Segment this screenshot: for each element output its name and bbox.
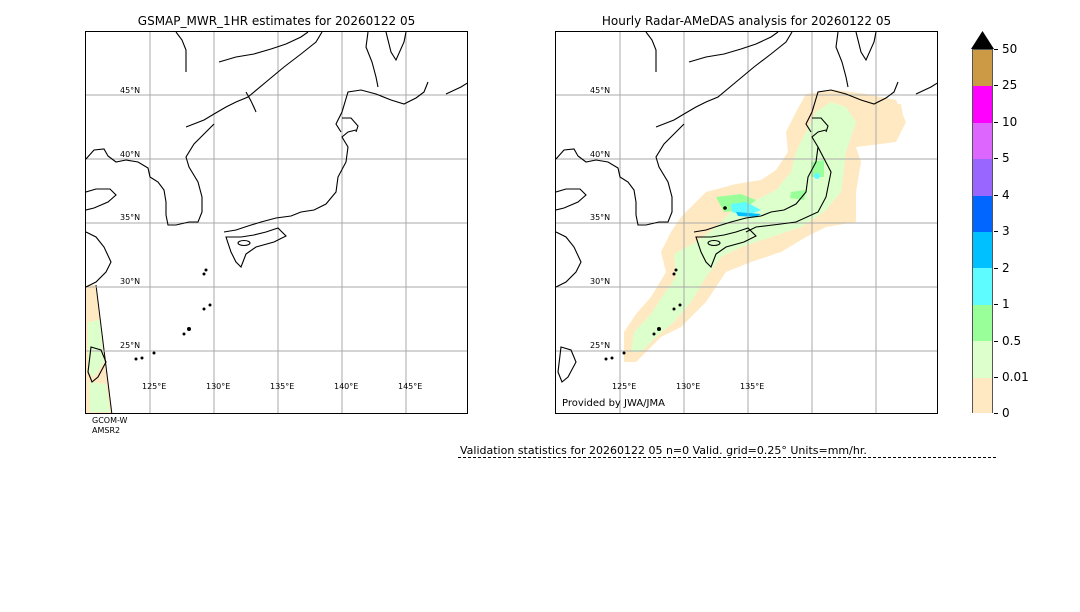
right-lat-label-45: 45°N xyxy=(590,86,611,95)
right-lon-label-135: 135°E xyxy=(740,382,765,391)
satellite-note: GCOM-W AMSR2 xyxy=(92,416,127,436)
colorbar-tick-0.01: 0.01 xyxy=(994,370,1029,384)
colorbar-tick-50: 50 xyxy=(994,42,1017,56)
right-lon-label-125: 125°E xyxy=(612,382,637,391)
colorbar-tick-3: 3 xyxy=(994,224,1010,238)
left-lat-label-25: 25°N xyxy=(120,341,141,350)
left-map-canvas xyxy=(86,32,467,413)
right-lat-label-30: 30°N xyxy=(590,277,611,286)
sensor-name: AMSR2 xyxy=(92,426,121,435)
right-lat-label-35: 35°N xyxy=(590,213,611,222)
colorbar-tick-25: 25 xyxy=(994,78,1017,92)
left-lat-label-45: 45°N xyxy=(120,86,141,95)
left-map-title: GSMAP_MWR_1HR estimates for 20260122 05 xyxy=(137,14,416,28)
validation-statistics: Validation statistics for 20260122 05 n=… xyxy=(460,444,867,457)
colorbar-tick-1: 1 xyxy=(994,297,1010,311)
right-lat-label-25: 25°N xyxy=(590,341,611,350)
left-lat-label-30: 30°N xyxy=(120,277,141,286)
right-map-title: Hourly Radar-AMeDAS analysis for 2026012… xyxy=(601,14,892,28)
colorbar-segment-0.01-0.5 xyxy=(973,341,992,378)
left-lat-label-40: 40°N xyxy=(120,150,141,159)
colorbar-tick-2: 2 xyxy=(994,261,1010,275)
colorbar-segment-2-3 xyxy=(973,231,992,269)
colorbar-segment-4-5 xyxy=(973,159,992,196)
colorbar-segment-3-4 xyxy=(973,195,992,232)
right-lon-label-130: 130°E xyxy=(676,382,701,391)
right-lat-label-40: 40°N xyxy=(590,150,611,159)
colorbar-tick-5: 5 xyxy=(994,151,1010,165)
validation-divider xyxy=(458,457,996,458)
colorbar-tick-0.5: 0.5 xyxy=(994,334,1021,348)
left-lon-label-135: 135°E xyxy=(270,382,295,391)
left-lon-label-125: 125°E xyxy=(142,382,167,391)
right-map-canvas xyxy=(556,32,937,413)
colorbar-segment-0-0.01 xyxy=(973,377,992,413)
colorbar-segment-5-10 xyxy=(973,122,992,160)
left-lon-label-140: 140°E xyxy=(334,382,359,391)
right-map-radar: 45°N 40°N 35°N 30°N 25°N 125°E 130°E 135… xyxy=(555,31,938,414)
colorbar-segment-0.5-1 xyxy=(973,304,992,342)
colorbar-segment-10-25 xyxy=(973,86,992,123)
colorbar-segment-1-2 xyxy=(973,268,992,305)
left-lon-label-145: 145°E xyxy=(398,382,423,391)
left-lat-label-35: 35°N xyxy=(120,213,141,222)
colorbar-tick-4: 4 xyxy=(994,188,1010,202)
left-map-gsmap: 45°N 40°N 35°N 30°N 25°N 125°E 130°E 135… xyxy=(85,31,468,414)
satellite-name: GCOM-W xyxy=(92,416,128,425)
colorbar-segment-25-50 xyxy=(973,50,992,87)
left-lon-label-130: 130°E xyxy=(206,382,231,391)
colorbar-tick-10: 10 xyxy=(994,115,1017,129)
colorbar xyxy=(972,49,993,413)
colorbar-tick-0: 0 xyxy=(994,406,1010,420)
colorbar-extend-arrow xyxy=(971,31,994,49)
provider-credit: Provided by JWA/JMA xyxy=(562,398,665,409)
